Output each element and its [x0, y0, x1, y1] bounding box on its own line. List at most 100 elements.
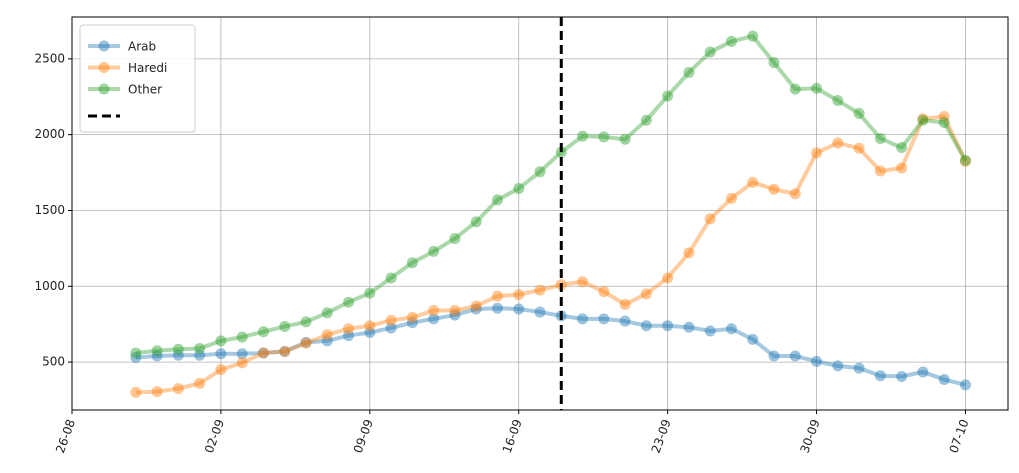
data-point: [853, 107, 865, 119]
data-point: [811, 82, 823, 94]
data-point: [449, 305, 461, 317]
data-point: [959, 379, 971, 391]
data-point: [257, 347, 269, 359]
data-point: [917, 114, 929, 126]
data-point: [619, 133, 631, 145]
data-point: [683, 66, 695, 78]
data-point: [364, 327, 376, 339]
data-point: [130, 352, 142, 364]
data-point: [300, 316, 312, 328]
data-point: [172, 383, 184, 395]
data-point: [406, 317, 418, 329]
data-point: [491, 290, 503, 302]
data-point: [640, 320, 652, 332]
legend-label: Other: [128, 83, 162, 97]
data-point: [747, 176, 759, 188]
data-point: [470, 300, 482, 312]
data-point: [130, 347, 142, 359]
data-point: [279, 320, 291, 332]
data-point: [385, 322, 397, 334]
data-point: [491, 302, 503, 314]
x-tick-label: 23-09: [649, 417, 674, 455]
data-point: [811, 355, 823, 367]
data-point: [598, 286, 610, 298]
data-point: [321, 307, 333, 319]
data-point: [194, 377, 206, 389]
data-point: [257, 326, 269, 338]
data-point: [896, 142, 908, 154]
series-line: [135, 306, 966, 387]
data-point: [577, 276, 589, 288]
data-point: [853, 362, 865, 374]
data-point: [789, 350, 801, 362]
data-point: [321, 335, 333, 347]
data-point: [725, 35, 737, 47]
data-point: [534, 284, 546, 296]
data-point: [215, 335, 227, 347]
data-point: [853, 142, 865, 154]
data-point: [938, 374, 950, 386]
x-tick-label: 16-09: [500, 417, 525, 455]
data-point: [598, 131, 610, 143]
data-point: [874, 165, 886, 177]
data-point: [406, 257, 418, 269]
y-tick-label: 1000: [34, 279, 65, 293]
data-point: [619, 315, 631, 327]
data-point: [343, 323, 355, 335]
data-point: [513, 182, 525, 194]
series-line: [135, 34, 968, 355]
data-point: [832, 360, 844, 372]
series-line: [135, 114, 968, 395]
data-point: [874, 370, 886, 382]
data-point: [194, 342, 206, 354]
data-point: [406, 311, 418, 323]
data-point: [577, 130, 589, 142]
legend-marker: [98, 83, 110, 95]
data-point: [662, 90, 674, 102]
data-point: [194, 349, 206, 361]
data-point: [662, 272, 674, 284]
legend-label: Arab: [128, 40, 156, 54]
data-point: [555, 146, 567, 158]
data-point: [343, 330, 355, 342]
data-point: [832, 137, 844, 149]
data-point: [789, 188, 801, 200]
data-point: [938, 110, 950, 122]
data-point: [321, 329, 333, 341]
data-point: [725, 323, 737, 335]
data-point: [130, 386, 142, 398]
x-tick-label: 09-09: [351, 417, 376, 455]
data-point: [938, 117, 950, 129]
data-point: [151, 350, 163, 362]
data-point: [428, 313, 440, 325]
data-point: [300, 337, 312, 349]
y-tick-label: 2000: [34, 127, 65, 141]
data-point: [725, 192, 737, 204]
data-point: [662, 320, 674, 332]
data-point: [917, 113, 929, 125]
data-point: [364, 320, 376, 332]
data-point: [811, 147, 823, 159]
data-point: [640, 288, 652, 300]
data-point: [683, 247, 695, 259]
x-tick-label: 30-09: [798, 417, 823, 455]
data-point: [343, 296, 355, 308]
data-point: [768, 183, 780, 195]
y-tick-label: 2500: [34, 51, 65, 65]
data-point: [768, 57, 780, 69]
data-point: [385, 272, 397, 284]
data-point: [236, 331, 248, 343]
data-point: [279, 345, 291, 357]
legend-marker: [98, 40, 110, 52]
data-point: [704, 46, 716, 58]
data-point: [577, 313, 589, 325]
data-point: [428, 305, 440, 317]
data-point: [704, 325, 716, 337]
data-point: [449, 233, 461, 245]
data-point: [874, 132, 886, 144]
data-point: [959, 154, 971, 166]
data-point: [236, 357, 248, 369]
x-tick-label: 26-08: [53, 417, 78, 455]
data-point: [470, 303, 482, 315]
